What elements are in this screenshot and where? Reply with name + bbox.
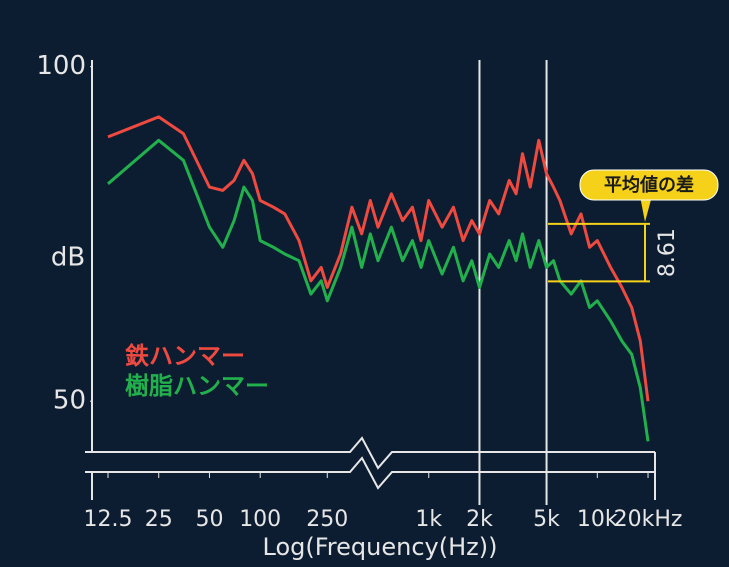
x-tick-label: 100 — [239, 507, 281, 532]
axis-break — [85, 436, 655, 470]
x-axis-label: Log(Frequency(Hz)) — [263, 533, 498, 561]
callout-bubble — [579, 169, 719, 201]
x-tick-label: 250 — [306, 507, 348, 532]
x-tick-label: 5k — [533, 507, 560, 532]
y-tick-label: 50 — [53, 386, 86, 416]
x-tick-label: 10k — [577, 507, 618, 532]
x-tick-label: 12.5 — [83, 507, 132, 532]
legend-entry: 鉄ハンマー — [125, 342, 245, 370]
x-tick-label: 25 — [145, 507, 173, 532]
x-tick-label: 20kHz — [614, 507, 683, 532]
callout-pointer — [640, 196, 652, 222]
y-tick-label: 100 — [36, 51, 86, 81]
axis-break — [85, 456, 655, 490]
axes — [85, 60, 656, 500]
x-tick-label: 2k — [466, 507, 493, 532]
x-tick-label: 50 — [195, 507, 223, 532]
x-tick-label: 1k — [415, 507, 442, 532]
difference-label: 8.61 — [655, 228, 680, 277]
legend-entry: 樹脂ハンマー — [125, 372, 269, 400]
series-line — [107, 115, 650, 402]
callout-label: 平均値の差 — [604, 174, 694, 196]
series-line — [107, 138, 650, 442]
y-axis-label: dB — [51, 243, 85, 273]
